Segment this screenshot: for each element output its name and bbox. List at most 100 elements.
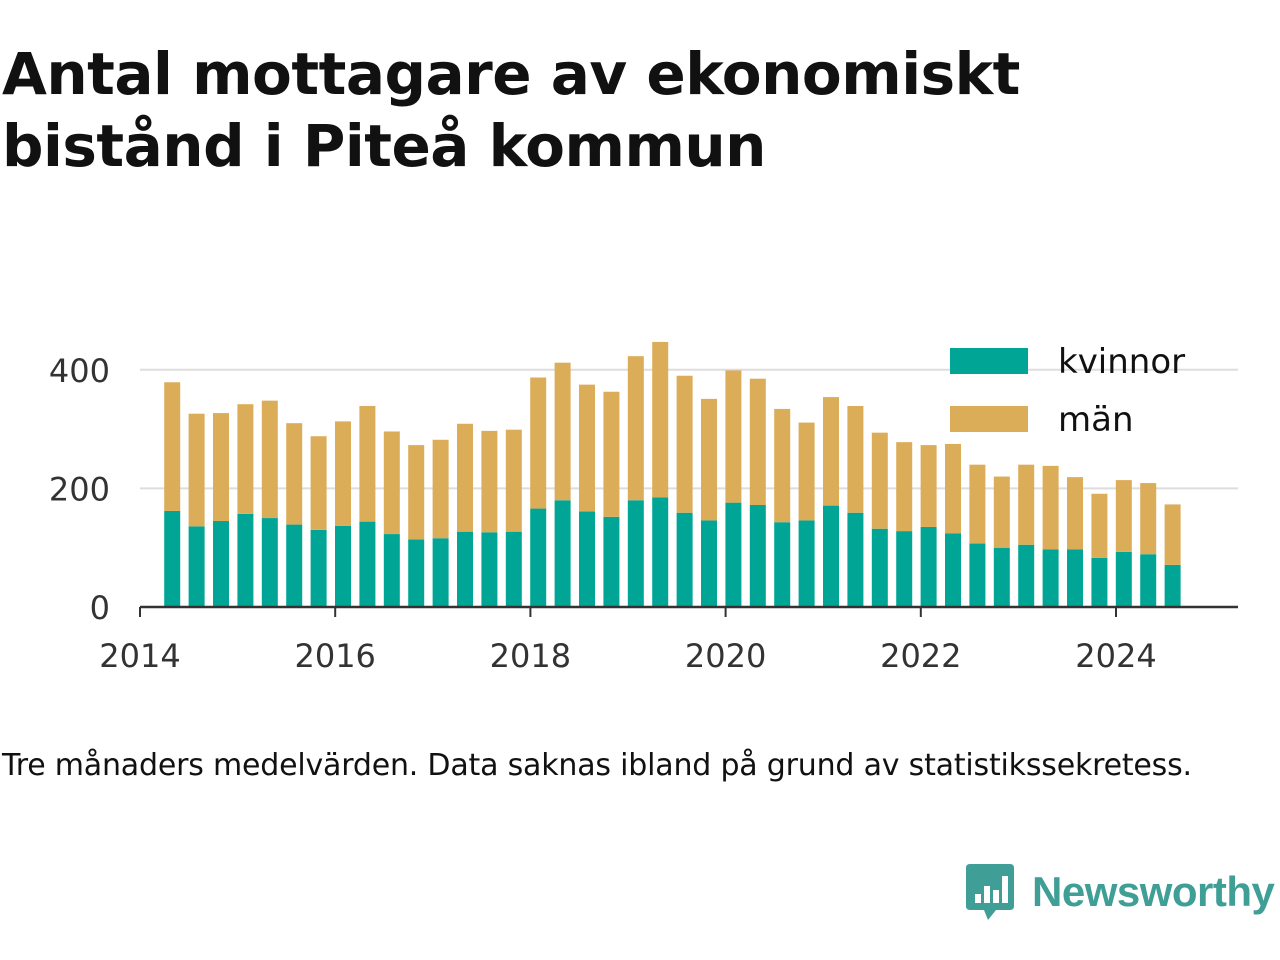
bar-man-8	[359, 405, 376, 522]
bar-man-11	[432, 439, 449, 539]
bar-kvinnor-16	[554, 500, 571, 607]
bar-kvinnor-4	[261, 518, 278, 607]
bar-kvinnor-2	[213, 521, 230, 607]
bar-kvinnor-39	[1115, 551, 1132, 607]
stacked-bar-chart: 2014 2016 2018 2020 2022 2024 0 200 400 kvinnor…	[49, 341, 1238, 675]
bar-man-32	[945, 443, 962, 534]
bar-man-9	[383, 431, 400, 535]
bar-kvinnor-41	[1164, 564, 1181, 607]
y-tick-label-400: 400	[49, 352, 110, 390]
bar-man-26	[798, 422, 815, 521]
bar-man-36	[1042, 465, 1059, 550]
bar-man-22	[701, 398, 718, 521]
footnote: Tre månaders medelvärden. Data saknas ib…	[2, 748, 1192, 783]
bar-man-5	[286, 423, 303, 525]
brand-name: Newsworthy	[1032, 868, 1275, 915]
x-tick-label-2016: 2016	[294, 637, 375, 675]
x-tick-label-2022: 2022	[880, 637, 961, 675]
bar-man-12	[457, 423, 474, 532]
chart-title: Antal mottagare av ekonomiskt bistånd i …	[2, 40, 1020, 180]
bar-kvinnor-18	[603, 516, 620, 607]
legend: kvinnor män	[950, 342, 1185, 440]
bar-kvinnor-8	[359, 521, 376, 607]
bar-kvinnor-25	[774, 522, 791, 607]
bar-kvinnor-34	[993, 547, 1010, 607]
bar-man-17	[579, 384, 596, 512]
bar-kvinnor-31	[920, 526, 937, 607]
bar-kvinnor-11	[432, 538, 449, 607]
bar-man-0	[164, 382, 181, 511]
bar-man-7	[335, 421, 352, 526]
bar-man-34	[993, 476, 1010, 548]
bar-man-1	[188, 413, 205, 527]
x-tick-label-2024: 2024	[1075, 637, 1156, 675]
bar-man-41	[1164, 504, 1181, 565]
newsworthy-logo-icon	[966, 864, 1014, 920]
y-axis-ticks: 0 200 400	[49, 352, 110, 627]
x-axis-ticks: 2014 2016 2018 2020 2022 2024	[99, 607, 1157, 675]
bar-man-33	[969, 464, 986, 544]
bar-kvinnor-14	[505, 531, 522, 607]
legend-label-kvinnor: kvinnor	[1058, 342, 1185, 382]
bar-kvinnor-3	[237, 513, 254, 607]
bar-man-31	[920, 445, 937, 527]
bar-man-35	[1018, 464, 1035, 545]
y-tick-label-0: 0	[90, 589, 110, 627]
legend-label-man: män	[1058, 400, 1134, 440]
bar-kvinnor-15	[530, 508, 547, 607]
bar-kvinnor-17	[579, 511, 596, 607]
bar-man-38	[1091, 493, 1108, 558]
brand-logo[interactable]: Newsworthy	[964, 862, 1275, 922]
bar-kvinnor-7	[335, 525, 352, 607]
bar-kvinnor-24	[749, 505, 766, 607]
bar-kvinnor-1	[188, 526, 205, 607]
bar-kvinnor-5	[286, 524, 303, 607]
bar-man-4	[261, 400, 278, 519]
bar-kvinnor-20	[652, 497, 669, 607]
bar-kvinnor-36	[1042, 549, 1059, 607]
bar-kvinnor-23	[725, 502, 742, 607]
bar-kvinnor-6	[310, 529, 327, 607]
bar-kvinnor-35	[1018, 544, 1035, 607]
bar-man-15	[530, 377, 547, 509]
bar-man-39	[1115, 480, 1132, 552]
bar-man-21	[676, 375, 693, 513]
bar-kvinnor-26	[798, 520, 815, 607]
bar-man-6	[310, 436, 327, 530]
bar-kvinnor-10	[408, 539, 425, 607]
bar-kvinnor-37	[1067, 549, 1084, 607]
bar-kvinnor-13	[481, 532, 498, 607]
bar-kvinnor-40	[1140, 554, 1157, 607]
x-tick-label-2020: 2020	[685, 637, 766, 675]
bar-man-2	[213, 413, 230, 522]
bars	[164, 341, 1181, 607]
bar-kvinnor-33	[969, 543, 986, 607]
bar-kvinnor-19	[627, 500, 644, 607]
bar-kvinnor-21	[676, 512, 693, 607]
x-tick-label-2014: 2014	[99, 637, 180, 675]
bar-man-20	[652, 341, 669, 498]
bar-man-23	[725, 370, 742, 503]
bar-man-13	[481, 430, 498, 533]
bar-man-14	[505, 429, 522, 532]
bar-man-30	[896, 442, 913, 532]
bar-man-10	[408, 445, 425, 540]
bar-man-19	[627, 356, 644, 501]
bar-kvinnor-12	[457, 531, 474, 607]
bar-kvinnor-22	[701, 520, 718, 607]
bar-man-27	[823, 397, 840, 506]
bar-man-40	[1140, 483, 1157, 555]
bar-man-18	[603, 391, 620, 517]
y-tick-label-200: 200	[49, 470, 110, 508]
bar-man-16	[554, 362, 571, 501]
bar-kvinnor-0	[164, 510, 181, 607]
bar-man-28	[847, 405, 864, 513]
bar-man-24	[749, 378, 766, 506]
bar-man-3	[237, 404, 254, 514]
legend-swatch-kvinnor	[950, 348, 1028, 374]
bar-kvinnor-28	[847, 512, 864, 607]
bar-man-29	[871, 432, 888, 529]
bar-kvinnor-27	[823, 505, 840, 607]
bar-man-37	[1067, 477, 1084, 550]
x-tick-label-2018: 2018	[490, 637, 571, 675]
